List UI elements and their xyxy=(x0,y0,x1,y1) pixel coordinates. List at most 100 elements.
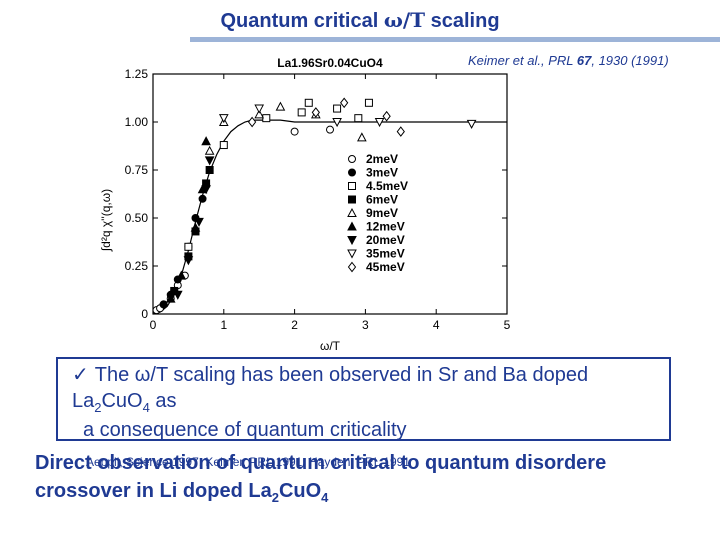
bullet-text-2c: as xyxy=(149,390,177,412)
data-point xyxy=(332,118,342,128)
y-tick-label: 1.25 xyxy=(125,67,149,81)
legend-marker xyxy=(347,249,357,259)
data-point xyxy=(290,127,299,136)
legend-marker xyxy=(347,207,357,217)
bullet-text-2b: CuO xyxy=(101,390,143,412)
data-point xyxy=(219,141,228,150)
legend-label: 35meV xyxy=(366,247,405,261)
data-point xyxy=(254,109,265,119)
bullet-text-1: The ω/T scaling has been observed in Sr … xyxy=(94,364,589,386)
direct-line-2: crossover in Li doped La2CuO4 xyxy=(35,480,328,505)
data-point xyxy=(326,125,334,134)
bullet-line-3: a consequence of quantum criticality xyxy=(83,419,407,442)
legend-label: 20meV xyxy=(366,233,405,247)
series-4.5meV xyxy=(184,98,373,251)
series-3meV xyxy=(159,194,207,309)
fit-curve-layer xyxy=(152,119,507,315)
citation-suffix: , 1930 (1991) xyxy=(591,53,669,68)
data-point xyxy=(194,217,204,227)
legend-marker xyxy=(347,236,357,246)
direct-sub-1: 2 xyxy=(271,490,279,505)
title-suffix: scaling xyxy=(425,10,500,32)
legend-label: 12meV xyxy=(366,220,405,234)
citation: Keimer et al., PRL 67, 1930 (1991) xyxy=(468,53,669,68)
data-point xyxy=(204,156,215,166)
legend-label: 3meV xyxy=(366,166,398,180)
legend: 2meV3meV4.5meV6meV9meV12meV20meV35meV45m… xyxy=(347,152,408,274)
data-point xyxy=(165,293,176,303)
x-tick-label: 4 xyxy=(433,318,440,332)
direct-text-2a: crossover in Li doped La xyxy=(35,480,272,502)
legend-label: 4.5meV xyxy=(366,179,408,193)
bullet-line-1: ✓ The ω/T scaling has been observed in Sr… xyxy=(72,362,588,387)
legend-label: 2meV xyxy=(366,152,398,166)
legend-marker xyxy=(348,195,356,204)
legend-marker xyxy=(348,182,356,190)
series-12meV xyxy=(165,136,211,303)
legend-marker xyxy=(348,168,356,177)
y-tick-label: 0 xyxy=(141,307,148,321)
direct-sub-2: 4 xyxy=(321,490,329,505)
bullet-text-2a: La xyxy=(72,390,95,412)
title-omega: ω/T xyxy=(383,8,426,32)
legend-label: 9meV xyxy=(366,206,398,220)
plot-frame xyxy=(152,73,508,315)
data-point xyxy=(172,290,183,300)
title-rule xyxy=(190,37,720,42)
x-tick-label: 1 xyxy=(220,318,227,332)
citation-volume: 67 xyxy=(576,53,592,68)
y-axis-label: ∫d²q χ''(q,ω) xyxy=(99,189,113,252)
data-point xyxy=(176,270,187,280)
data-point xyxy=(364,98,373,107)
series-2meV xyxy=(152,125,334,315)
slide-title: Quantum critical ω/T scaling xyxy=(0,8,720,33)
data-point xyxy=(382,110,391,122)
y-tick-label: 0.25 xyxy=(125,259,149,273)
legend-label: 45meV xyxy=(366,260,405,274)
data-points xyxy=(152,97,477,315)
x-tick-label: 3 xyxy=(362,318,369,332)
overlapping-reference: Aeppli, Science 1997, Keimer, PRL 1991, … xyxy=(86,455,410,469)
chart-title: La1.96Sr0.04CuO4 xyxy=(277,56,383,70)
data-point xyxy=(340,97,349,109)
series-20meV xyxy=(172,156,215,300)
bullet-line-2: La2CuO4 as xyxy=(72,390,177,415)
x-tick-label: 5 xyxy=(504,318,511,332)
x-tick-label: 0 xyxy=(150,318,157,332)
data-point xyxy=(466,119,477,129)
data-point xyxy=(354,114,363,123)
legend-marker xyxy=(347,261,357,273)
data-point xyxy=(183,256,194,266)
axes: 0 1 2 3 4 5 0 0.25 0.50 0.75 1.00 1.25 xyxy=(125,67,511,332)
data-point xyxy=(311,107,320,118)
data-point xyxy=(201,136,211,146)
direct-line-1: Direct observation of quantum critical t… xyxy=(35,452,607,474)
x-axis-label: ω/T xyxy=(320,339,341,353)
series-45meV xyxy=(247,97,405,137)
data-point xyxy=(247,116,257,128)
series-9meV xyxy=(204,101,367,155)
y-tick-label: 0.75 xyxy=(125,163,149,177)
data-point xyxy=(304,98,313,107)
data-point xyxy=(159,300,168,309)
data-point xyxy=(205,166,214,174)
bullet-sub-2: 4 xyxy=(142,400,150,415)
data-point xyxy=(333,104,342,113)
x-tick-label: 2 xyxy=(291,318,298,332)
data-point xyxy=(198,194,207,203)
legend-label: 6meV xyxy=(366,193,398,207)
fit-curve xyxy=(152,119,507,315)
data-point xyxy=(297,108,306,117)
citation-prefix: Keimer et al., PRL xyxy=(468,53,577,68)
y-tick-label: 0.50 xyxy=(125,211,149,225)
checkmark-icon: ✓ xyxy=(72,362,89,386)
data-point xyxy=(357,132,367,142)
data-point xyxy=(204,145,215,155)
legend-marker xyxy=(348,155,356,163)
bullet-text-3: a consequence of quantum criticality xyxy=(83,419,407,441)
y-tick-label: 1.00 xyxy=(125,115,149,129)
data-point xyxy=(396,126,405,137)
data-point xyxy=(201,185,211,195)
title-prefix: Quantum critical xyxy=(220,10,384,32)
